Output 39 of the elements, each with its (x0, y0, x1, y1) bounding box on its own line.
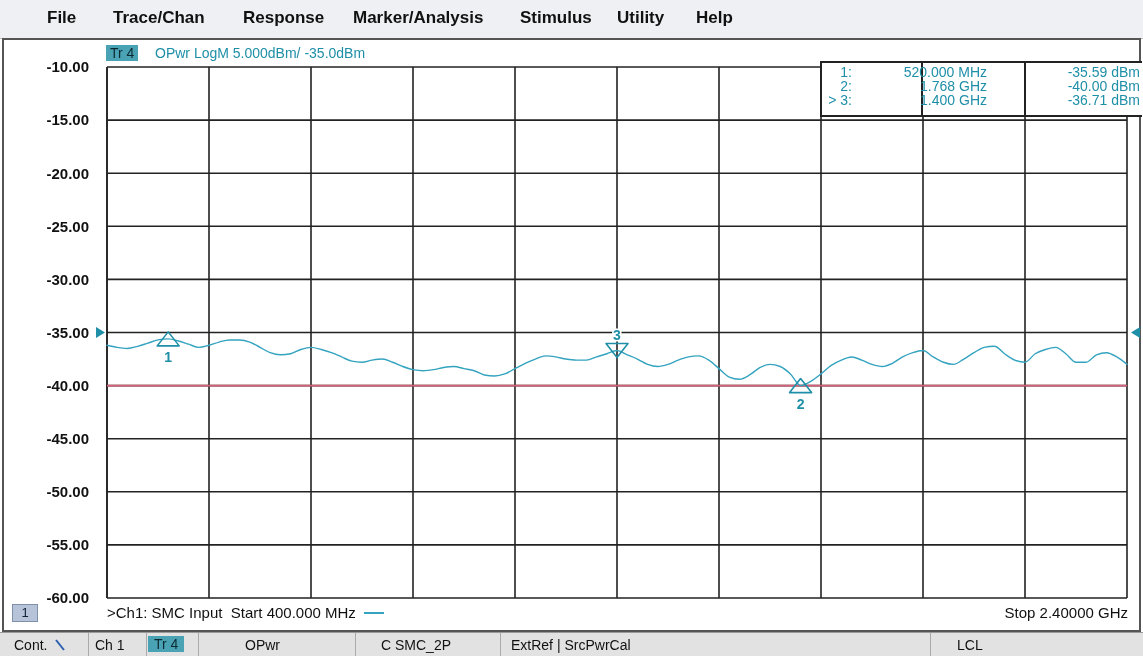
y-tick-label: -55.00 (46, 536, 89, 554)
y-tick-label: -20.00 (46, 164, 89, 182)
y-tick-label: -10.00 (46, 58, 89, 76)
text: File (47, 8, 77, 27)
text: OPwr (245, 637, 280, 653)
y-tick-label: -30.00 (46, 270, 89, 288)
text: Marker/Analysis (353, 8, 484, 27)
point (605, 342, 629, 359)
text: Cont. (14, 637, 48, 653)
y-tick-label: -45.00 (46, 430, 89, 448)
y-tick-label: -50.00 (46, 483, 89, 501)
text: Trace/Chan (113, 8, 205, 27)
annotation: 2 (796, 395, 805, 412)
text: Stimulus (520, 8, 592, 27)
annotation: -35.59 dBm (1067, 64, 1140, 80)
text: ExtRef | SrcPwrCal (511, 637, 631, 653)
text: Stop 2.40000 GHz (1004, 604, 1128, 621)
y-tick-label: -15.00 (46, 111, 89, 129)
y-tick-label: -60.00 (46, 589, 89, 607)
text: >Ch1: SMC Input Start 400.000 MHz (107, 604, 356, 621)
text: Help (696, 8, 733, 27)
text: Response (243, 8, 325, 27)
text: 1 (12, 604, 38, 622)
annotation: -40.00 dBm (1067, 78, 1140, 94)
text: Tr 4 (148, 636, 185, 652)
annotation: 1: (840, 64, 852, 80)
y-tick-label: -25.00 (46, 217, 89, 235)
annotation: -36.71 dBm (1067, 92, 1140, 108)
y-tick-label: -40.00 (46, 376, 89, 394)
text: LCL (957, 637, 983, 653)
chart-title: OPwr LogM 5.000dBm/ -35.0dBm (155, 45, 366, 61)
text: Utility (617, 8, 665, 27)
text: Ch 1 (95, 637, 125, 653)
annotation: 2: (840, 78, 852, 94)
annotation: 1 (164, 348, 173, 365)
annotation: > 3: (828, 92, 852, 108)
text: Tr 4 (106, 45, 139, 61)
text: C SMC_2P (381, 637, 452, 653)
y-tick-label: -35.00 (46, 323, 89, 341)
